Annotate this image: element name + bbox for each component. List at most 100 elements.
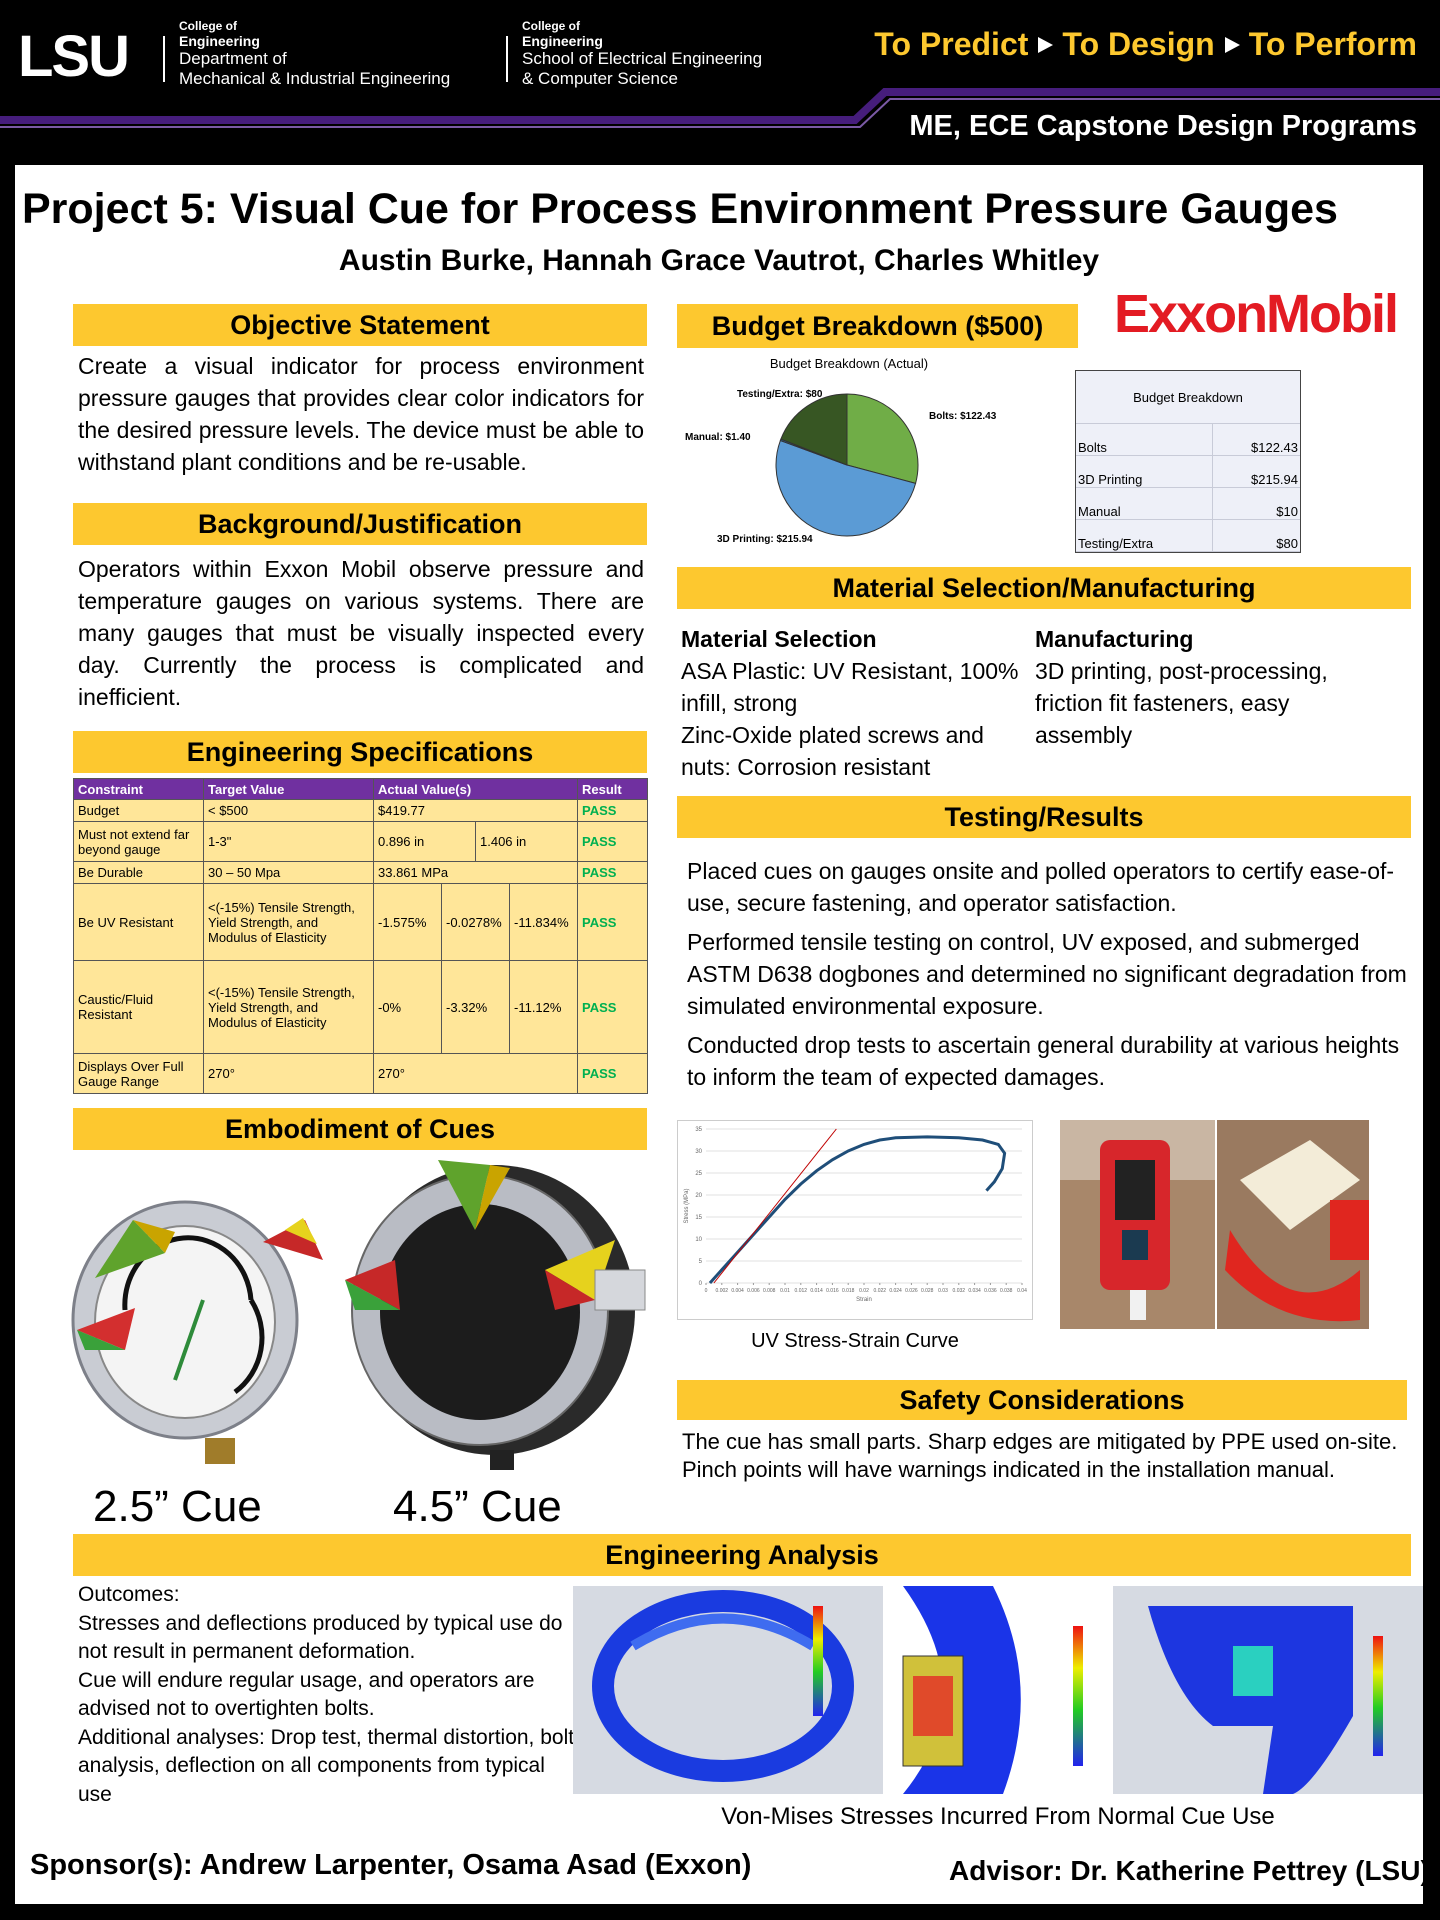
value: 33.861 MPa [378,865,449,880]
shape [133,1220,175,1253]
value: -11.834% [509,884,577,960]
cell: PASS [577,960,648,1054]
shape [1240,1140,1360,1230]
x-tick-label: 0.012 [795,1288,808,1294]
x-tick-label: 0.002 [716,1288,729,1294]
section-heading: Testing/Results [677,796,1411,838]
shape [1038,36,1054,53]
row: Must not extend far beyond gauge 1-3" 0.89… [73,821,648,862]
cell: PASS [577,1053,648,1094]
value: $419.77 [378,803,425,818]
value: 1.406 in [475,822,577,861]
tagline-item: To Design [1062,26,1215,62]
paragraph: 3D printing, post-processing, friction f… [1035,658,1328,748]
slice-label: Manual: $1.40 [685,432,751,443]
shape [594,1269,646,1311]
column-heading: Material Selection [681,626,877,652]
cell: 270° [203,1053,374,1094]
y-tick-label: 15 [695,1215,702,1221]
cell: $122.43 [1211,423,1300,456]
column-header: Constraint [73,778,204,800]
paragraph: The cue has small parts. Sharp edges are… [682,1429,1398,1482]
y-tick-label: 30 [695,1149,702,1155]
logo: LSU [18,24,130,89]
arrow [1224,36,1240,53]
content: Project 5: Visual Cue for Process Enviro… [15,165,1423,1904]
shape [77,1330,125,1350]
divider [506,36,508,82]
line: Cue will endure regular usage, and opera… [78,1668,535,1721]
unit: College of Engineering School of Electri… [522,20,762,89]
line: Outcomes: [78,1583,180,1606]
cell: 270° [373,1053,578,1094]
shape [1224,36,1240,53]
column: Manufacturing 3D printing, post-processi… [1035,623,1375,751]
x-axis-label: Strain [856,1297,872,1303]
value: -1.575% [378,914,427,930]
caption: 4.5” Cue [393,1482,562,1531]
row: Be Durable 30 – 50 Mpa 33.861 MPa PASS [73,861,648,884]
college: College of [522,19,581,33]
shape [1130,1290,1146,1320]
x-tick-label: 0.006 [747,1288,760,1294]
line: Stresses and deflections produced by typ… [78,1611,563,1664]
stress-strain-chart: 0 5 10 15 20 25 30 35 0 0.002 0.004 0.006 0.008 0.01 0… [677,1120,1033,1320]
y-tick-label: 0 [699,1281,703,1287]
title: Project 5: Visual Cue for Process Enviro… [22,185,1338,233]
cell: PASS [577,821,648,862]
x-tick-label: 0.024 [889,1288,902,1294]
section-heading: Engineering Analysis [73,1534,1411,1576]
x-tick-label: 0.018 [842,1288,855,1294]
pie-title: Budget Breakdown (Actual) [770,356,928,371]
y-tick-label: 5 [699,1259,703,1265]
x-tick-label: 0.034 [968,1288,981,1294]
shape [630,1613,816,1651]
column-heading: Manufacturing [1035,626,1194,652]
paragraph: Placed cues on gauges onsite and polled … [687,858,1395,916]
shape [913,1676,953,1736]
values: $419.77 [374,800,577,821]
x-tick-label: 0.038 [1000,1288,1013,1294]
row: Bolts $122.43 [1076,423,1300,456]
shape [122,1235,254,1311]
school: & Computer Science [522,69,678,88]
x-tick-label: 0.022 [874,1288,887,1294]
cell: Testing/Extra [1076,519,1213,552]
paragraph: Conducted drop tests to ascertain genera… [687,1032,1400,1090]
x-tick-label: 0 [705,1288,708,1294]
y-axis-label: Stress (MPa) [684,1188,690,1223]
row: Budget < $500 $419.77 PASS [73,799,648,822]
x-tick-label: 0.02 [859,1288,869,1294]
value: 270° [378,1066,405,1081]
budget-table: Budget Breakdown Bolts $122.43 3D Printing $… [1075,370,1301,553]
x-tick-label: 0.036 [984,1288,997,1294]
cell: <(-15%) Tensile Strength, Yield Strength… [203,883,374,961]
pie-slice [846,393,919,484]
shape [233,1298,265,1395]
slice-label: Bolts: $122.43 [929,411,997,422]
x-tick-label: 0.026 [905,1288,918,1294]
title-row: Budget Breakdown [1076,371,1300,424]
slice-label: 3D Printing: $215.94 [717,534,813,545]
cell: PASS [577,883,648,961]
row: Testing/Extra $80 [1076,519,1300,552]
x-tick-label: 0.028 [921,1288,934,1294]
paragraph: Zinc-Oxide plated screws and nuts: Corro… [681,722,984,780]
shape [0,88,1440,124]
section-heading: Engineering Specifications [73,731,647,773]
series-line [708,1135,1007,1285]
column-header: Result [577,778,648,800]
value: -0% [378,999,402,1015]
cell: $419.77 [373,799,578,822]
department: Department of [179,49,287,68]
spec-table: Constraint Target Value Actual Value(s) Res… [73,778,648,1094]
department: Mechanical & Industrial Engineering [179,69,451,88]
cell: $80 [1211,519,1300,552]
column-header: Actual Value(s) [373,778,578,800]
college: Engineering [522,33,603,49]
shape [1330,1200,1369,1260]
table: Constraint Target Value Actual Value(s) Res… [73,778,648,1094]
shape [1148,1606,1353,1794]
cell: Budget [73,799,204,822]
values: 33.861 MPa [374,862,577,883]
